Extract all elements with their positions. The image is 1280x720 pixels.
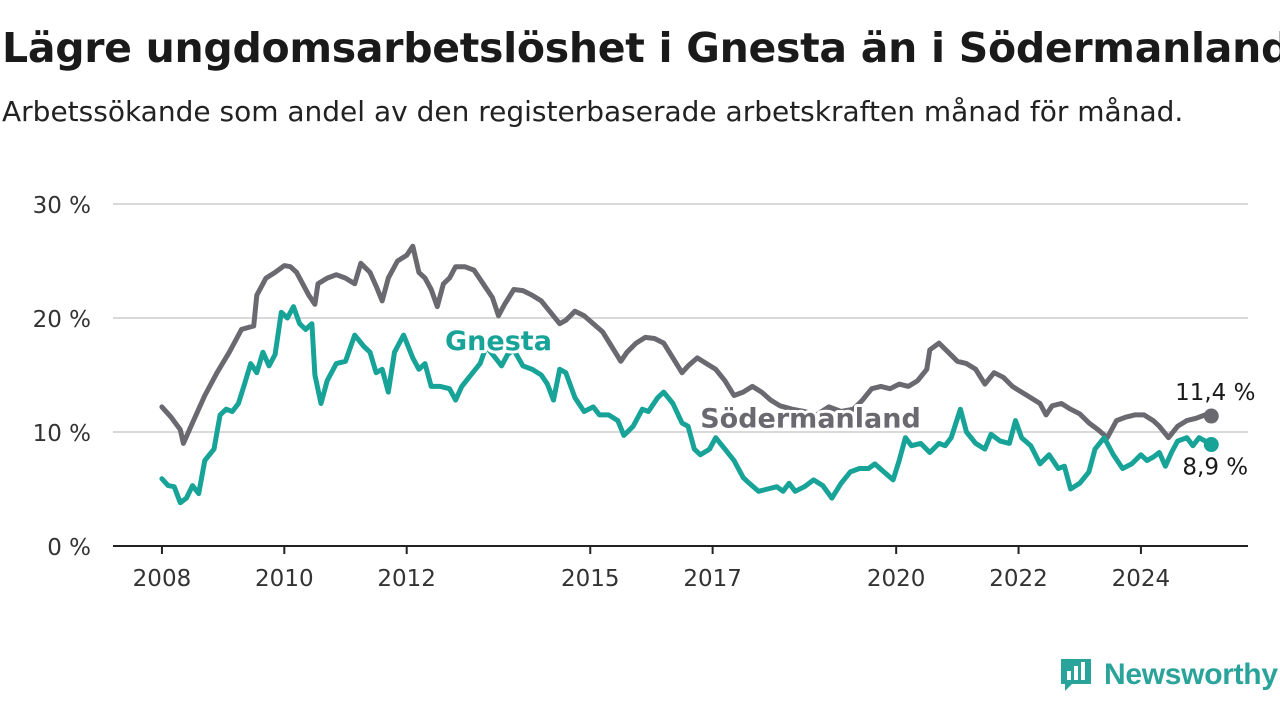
series-line-gnesta [159, 304, 1214, 506]
y-tick-label: 10 % [33, 421, 91, 447]
end-point-södermanland [1203, 408, 1219, 424]
series-line-södermanland [159, 243, 1214, 446]
end-value-label-södermanland: 11,4 % [1175, 380, 1255, 406]
y-tick-label: 0 % [47, 535, 91, 561]
chart-subtitle: Arbetssökande som andel av den registerb… [2, 95, 1184, 128]
y-tick-label: 30 % [33, 193, 91, 219]
x-tick-label: 2022 [989, 566, 1048, 592]
x-tick-label: 2020 [867, 566, 926, 592]
x-tick-label: 2012 [377, 566, 436, 592]
end-point-gnesta [1203, 437, 1219, 453]
x-tick-label: 2017 [683, 566, 742, 592]
end-value-label-gnesta: 8,9 % [1182, 455, 1248, 481]
chart-title: Lägre ungdomsarbetslöshet i Gnesta än i … [2, 24, 1280, 72]
x-tick-label: 2015 [561, 566, 620, 592]
x-tick-label: 2024 [1112, 566, 1171, 592]
series-label-södermanland: Södermanland [700, 403, 921, 434]
x-tick-label: 2010 [255, 566, 314, 592]
x-tick-label: 2008 [133, 566, 192, 592]
brand-name: Newsworthy [1104, 658, 1278, 691]
newsworthy-logo-icon [1061, 659, 1091, 691]
series-label-gnesta: Gnesta [445, 326, 552, 357]
y-tick-label: 20 % [33, 307, 91, 333]
brand-logo: Newsworthy [1058, 655, 1278, 695]
